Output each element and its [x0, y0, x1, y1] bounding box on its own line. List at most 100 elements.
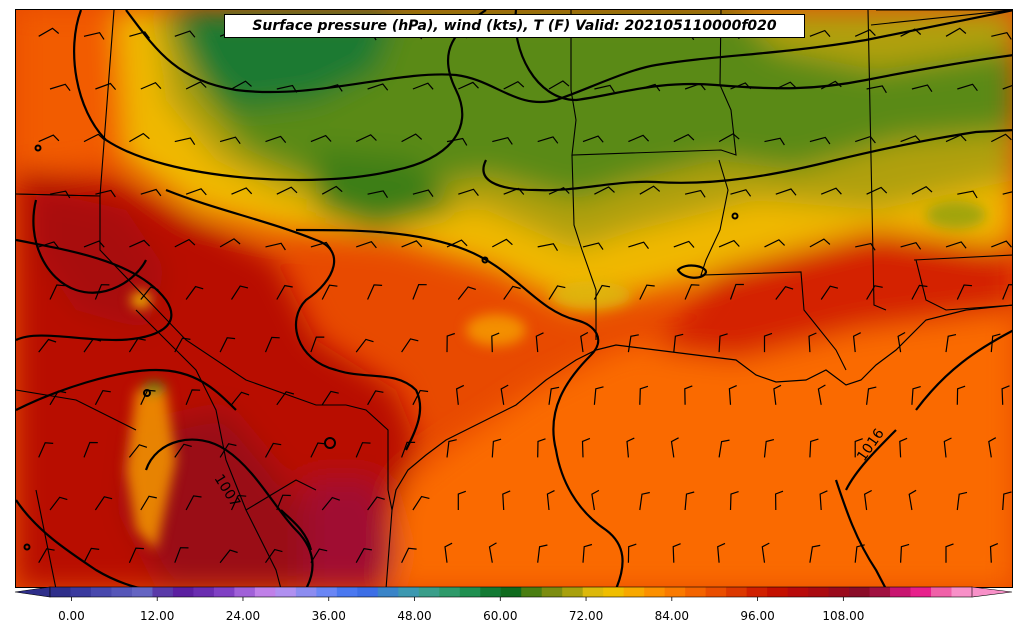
wind-barb [819, 490, 828, 511]
wind-barb [488, 542, 497, 563]
wind-barb [943, 437, 952, 458]
colorbar-extend-low [14, 586, 51, 598]
wind-barb [991, 133, 1012, 143]
wind-barb [594, 186, 615, 195]
wind-barb [310, 241, 332, 250]
wind-barb [231, 80, 252, 90]
wind-barb [991, 32, 1012, 40]
wind-barb [457, 286, 476, 300]
wind-barb [627, 334, 639, 353]
wind-barb [718, 439, 730, 458]
wind-barb [174, 30, 196, 38]
colorbar-bin [685, 587, 707, 597]
wind-barb [854, 29, 876, 37]
wind-barb [446, 332, 455, 353]
wind-barb [639, 83, 661, 92]
colorbar-tick-label: 108.00 [822, 609, 864, 623]
wind-barb [728, 385, 737, 405]
colorbar-bin [582, 587, 604, 597]
wind-barb [582, 543, 593, 563]
wind-barb [219, 238, 241, 248]
wind-barb [990, 333, 1001, 353]
wind-barb [718, 239, 740, 248]
wind-barb [956, 284, 973, 300]
wind-barb [911, 386, 921, 405]
colorbar-extend-high [971, 586, 1013, 598]
wind-barb [503, 285, 521, 300]
wind-barb [730, 189, 752, 197]
wind-barb [94, 284, 110, 300]
wind-barb [140, 389, 156, 406]
colorbar-bin [439, 587, 461, 597]
wind-barb [684, 82, 706, 91]
wind-barb [264, 442, 282, 458]
wind-barb [321, 284, 338, 300]
wind-barb [809, 136, 831, 145]
wind-barb [367, 496, 385, 511]
wind-barb [956, 491, 968, 511]
wind-barb [582, 135, 604, 143]
wind-barb [957, 190, 978, 199]
wind-barb [401, 547, 417, 563]
colorbar-bin [480, 587, 502, 597]
wind-barb [717, 542, 726, 563]
wind-barb [367, 83, 389, 91]
wind-barb [684, 284, 700, 300]
wind-barb [264, 336, 280, 353]
wind-barb [83, 240, 105, 248]
colorbar-bin [357, 587, 379, 597]
contour-markers [23, 144, 739, 551]
colorbar-bin [808, 587, 830, 597]
colorbar-bin [664, 587, 686, 597]
wind-barb [356, 240, 377, 249]
wind-barb [321, 390, 339, 406]
wind-barb [593, 284, 611, 300]
wind-barb [1002, 491, 1012, 511]
wind-barb [820, 187, 842, 195]
coastline [391, 304, 1012, 511]
wind-barb [988, 437, 997, 458]
wind-barb [854, 544, 865, 563]
wind-barb [265, 242, 286, 251]
colorbar-bin [910, 587, 932, 597]
wind-barb [95, 82, 117, 90]
wind-barb [502, 490, 511, 511]
colorbar-tick-label: 72.00 [569, 609, 603, 623]
wind-barb [231, 187, 253, 195]
colorbar-bin [705, 587, 727, 597]
wind-barb [185, 495, 202, 511]
wind-barb [900, 242, 922, 250]
wind-barb [729, 283, 744, 300]
wind-barb [763, 439, 775, 458]
wind-barb [446, 439, 457, 458]
temperature-map: 1007 1016 [16, 10, 1012, 587]
wind-barb [854, 438, 863, 458]
wind-barb [444, 542, 453, 563]
colorbar-bin [931, 587, 953, 597]
wind-barb [401, 441, 416, 458]
colorbar-bin [111, 587, 133, 597]
colorbar-bin [562, 587, 584, 597]
wind-barb [185, 81, 207, 90]
plot-title: Surface pressure (hPa), wind (kts), T (F… [224, 14, 805, 38]
wind-barb [548, 186, 570, 195]
colorbar-bin [644, 587, 666, 597]
wind-barb [628, 134, 650, 143]
wind-barb [639, 385, 649, 405]
colorbar-ticks: 0.00 12.00 24.00 36.00 48.00 60.00 72.00 84.00 9… [58, 597, 864, 623]
wind-barb [310, 336, 325, 353]
colorbar-tick-label: 0.00 [58, 609, 85, 623]
colorbar-bin [541, 587, 563, 597]
colorbar-bin [172, 587, 194, 597]
colorbar-bin [746, 587, 768, 597]
wind-barb [230, 285, 249, 300]
wind-barb [38, 134, 60, 143]
colorbar-bin [131, 587, 153, 597]
wind-barb [231, 391, 250, 406]
wind-barb [673, 133, 695, 143]
wind-barb [129, 132, 150, 143]
wind-barb [401, 240, 423, 248]
wind-barb [945, 134, 967, 143]
wind-barb [185, 285, 204, 300]
colorbar-bin [50, 587, 71, 597]
